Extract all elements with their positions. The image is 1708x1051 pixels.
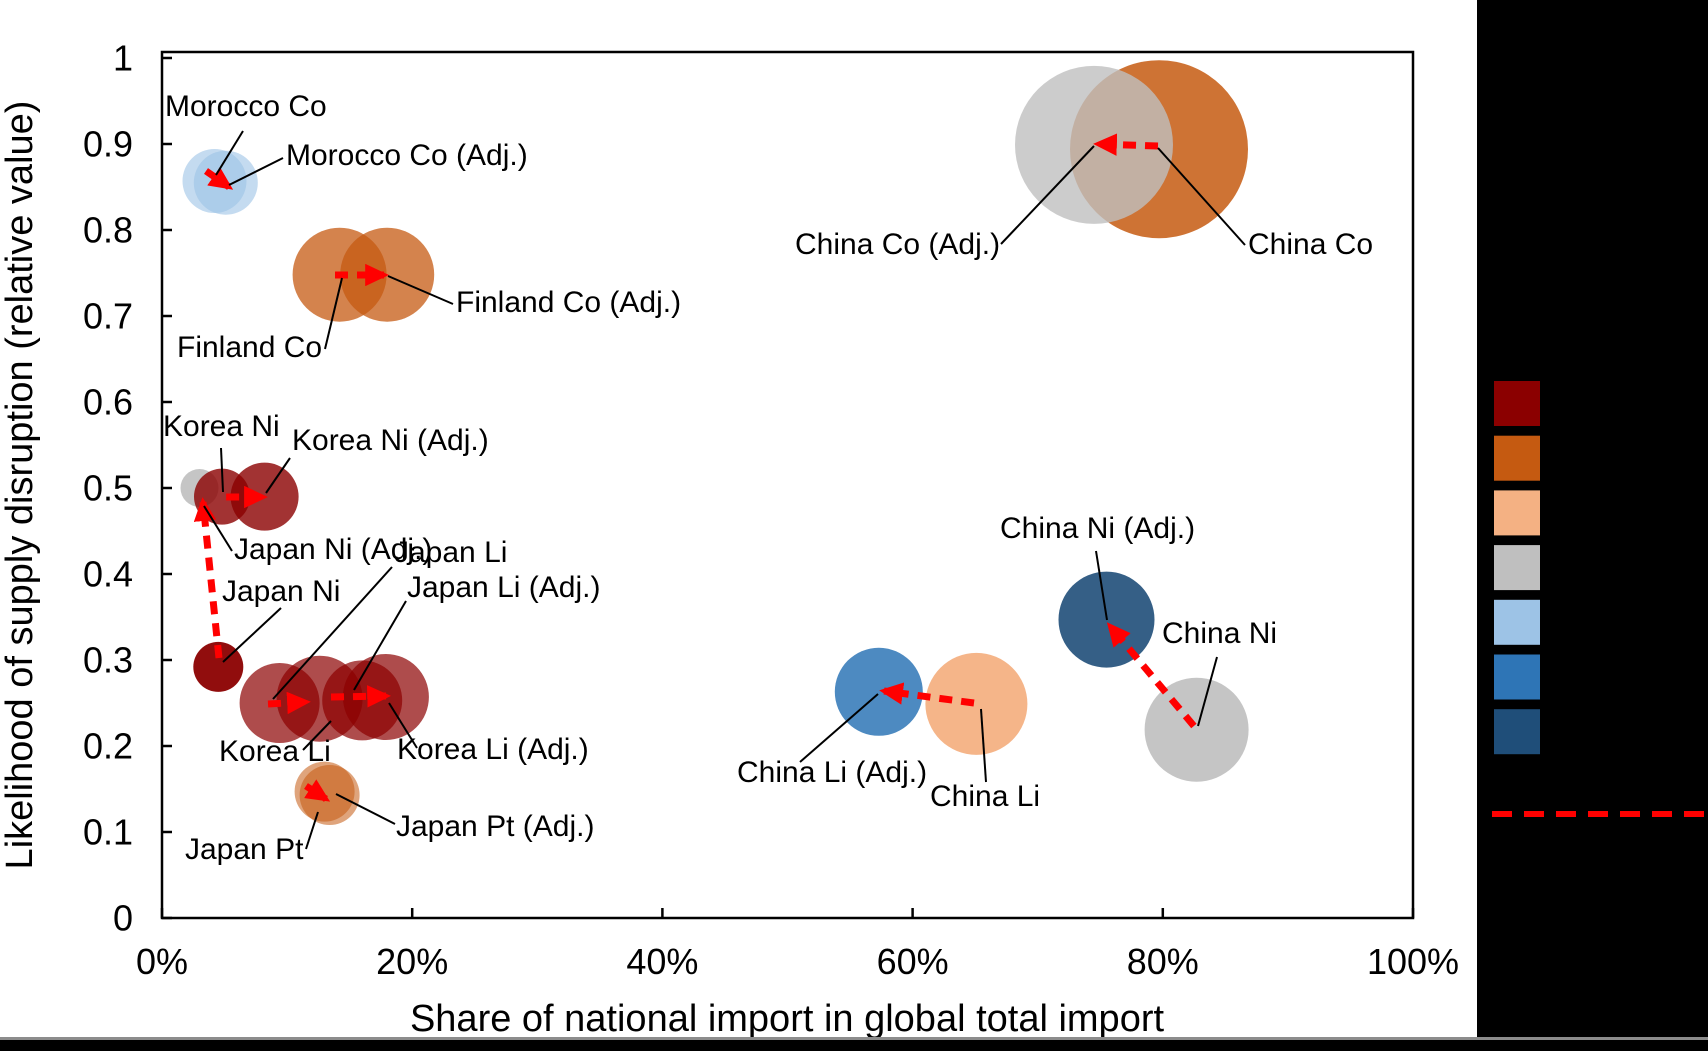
leader-korea-li-adj [388,702,418,749]
annotation-morocco-co: Morocco Co [165,90,327,123]
annotation-korea-ni: Korea Ni [163,410,280,443]
annotation-korea-ni-adj: Korea Ni (Adj.) [292,424,489,457]
leader-china-co [1157,147,1246,246]
arrow-korea-li-shift [267,691,311,715]
legend-swatch-gray [1494,545,1540,591]
bubble-china-ni [1144,677,1249,782]
arrow-china-li-shift [879,682,975,707]
leader-china-ni-adj [1095,550,1108,621]
arrow-japan-li-shift [330,685,391,708]
arrow-japan-pt-shift [304,779,331,802]
plot-layer: 0 0.1 0.2 0.3 0.4 0.5 0.6 0.7 0.8 0.9 1 0% 20% 40% 60%… [83,38,1459,983]
arrow-china-co-shift [1093,133,1159,156]
leader-korea-li [302,720,332,751]
annotation-finland-co-adj: Finland Co (Adj.) [456,286,681,319]
leader-korea-ni-adj [265,457,291,494]
y-tick-label: 0.2 [83,726,133,767]
legend-swatch-orange [1494,435,1540,481]
annotation-japan-pt: Japan Pt [185,833,304,866]
y-tick-label: 0.3 [83,640,133,681]
leader-morocco-co-adj [228,157,284,186]
y-tick-label: 0.1 [83,812,133,853]
y-tick-label: 0.4 [83,554,133,595]
leader-finland-co-adj [387,275,454,305]
bubble-korea-ni-adj [230,462,299,531]
leader-china-li-adj [799,693,879,763]
x-tick-label: 0% [136,941,188,982]
bottom-strip [0,1037,1708,1051]
annotation-japan-ni: Japan Ni [222,575,340,608]
legend-swatch-peach [1494,490,1540,536]
bottom-gray-line [0,1037,1708,1040]
x-axis-title: Share of national import in global total… [410,998,1165,1040]
annotation-china-ni: China Ni [1162,617,1277,650]
annotation-japan-li: Japan Li [394,536,507,569]
annotation-china-co: China Co [1248,228,1373,261]
bubble-finland-co-adj [340,227,435,322]
legend-sidebar [1477,0,1708,1051]
leader-japan-pt [305,811,319,850]
x-tick-label: 80% [1127,941,1199,982]
annotation-china-li-adj: China Li (Adj.) [737,756,927,789]
annotation-china-li: China Li [930,780,1040,813]
leader-china-co-adj [1000,145,1095,245]
leader-finland-co [324,277,343,350]
legend-swatch-blue [1494,654,1540,700]
arrow-japan-ni-shift [193,497,223,659]
x-tick-label: 100% [1367,941,1459,982]
annotation-japan-pt-adj: Japan Pt (Adj.) [396,810,594,843]
annotation-china-ni-adj: China Ni (Adj.) [1000,512,1195,545]
y-axis-title: Likelihood of supply disruption (relativ… [0,101,41,870]
y-tick-label: 0.8 [83,210,133,251]
y-tick-label: 0.5 [83,468,133,509]
legend-swatch-light-blue [1494,599,1540,645]
leader-japan-ni [222,607,282,663]
y-tick-label: 0.6 [83,382,133,423]
leader-china-li [980,708,987,783]
annotation-korea-li: Korea Li [219,735,331,768]
annotation-japan-ni-adj: Japan Ni (Adj.) [234,533,432,566]
x-tick-label: 20% [376,941,448,982]
leader-japan-li-adj [353,600,407,691]
leader-china-ni [1197,656,1218,727]
arrow-morocco-co-shift [204,167,234,190]
y-tick-label: 0.7 [83,296,133,337]
annotation-finland-co: Finland Co [177,331,322,364]
bubble-china-li-adj [834,647,923,736]
leader-japan-li [272,566,393,700]
bubble-japan-pt-adj [299,765,360,825]
annotation-japan-li-adj: Japan Li (Adj.) [407,571,600,604]
y-tick-label: 0 [113,898,133,939]
legend-swatch-dark-blue [1494,709,1540,755]
y-tick-label: 0.9 [83,124,133,165]
leader-morocco-co [215,130,244,176]
y-tick-label: 1 [113,38,133,79]
leader-japan-ni-adj [203,505,233,552]
x-tick-label: 40% [626,941,698,982]
legend-swatch-dark-red [1494,381,1540,426]
x-tick-label: 60% [877,941,949,982]
annotation-morocco-co-adj: Morocco Co (Adj.) [286,139,528,172]
annotation-korea-li-adj: Korea Li (Adj.) [397,733,589,766]
bubble-china-li [925,652,1028,755]
annotation-china-co-adj: China Co (Adj.) [795,228,1000,261]
leader-korea-ni [220,447,224,493]
bottom-black-bar [0,1040,1708,1051]
leader-japan-pt-adj [335,793,396,825]
